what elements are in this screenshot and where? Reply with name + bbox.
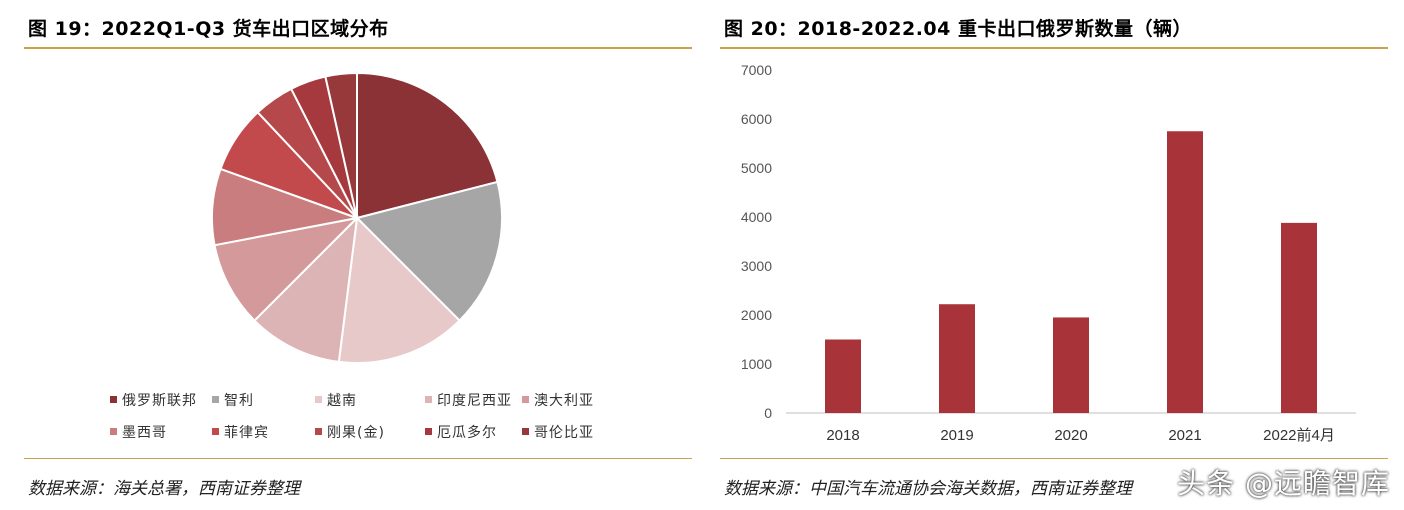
x-tick-label: 2021: [1168, 427, 1201, 444]
bar-chart: 0 1000 2000 3000 4000 5000 6000 7000 2018 2019 202…: [741, 62, 1356, 444]
pie-slice-2: [337, 215, 461, 364]
legend-swatch: [425, 428, 432, 435]
legend-item: 智利: [212, 390, 254, 410]
legend-label: 刚果(金): [327, 425, 385, 441]
legend-swatch: [212, 428, 219, 435]
y-tick-label: 1000: [741, 356, 772, 372]
legend-swatch: [522, 428, 529, 435]
y-tick-label: 0: [764, 405, 772, 421]
top-rule: [24, 47, 692, 49]
legend-label: 智利: [224, 393, 254, 409]
bar-2020: [1053, 317, 1089, 413]
y-tick-label: 5000: [741, 160, 772, 176]
top-rule: [720, 47, 1388, 49]
y-tick-label: 7000: [741, 62, 772, 78]
legend-swatch: [212, 396, 219, 403]
pie-source-note: 数据来源：海关总署，西南证券整理: [28, 479, 300, 499]
legend-item: 越南: [315, 390, 357, 410]
left-panel: 图 19：2022Q1-Q3 货车出口区域分布 俄罗斯联邦 智利 越南 印度尼西亚 澳大…: [24, 0, 692, 510]
legend-label: 菲律宾: [224, 425, 269, 441]
legend-item: 厄瓜多尔: [425, 422, 497, 442]
legend-label: 墨西哥: [122, 425, 167, 441]
legend-item: 哥伦比亚: [522, 422, 594, 442]
legend-item: 刚果(金): [315, 422, 385, 442]
legend-item: 俄罗斯联邦: [110, 390, 197, 410]
y-tick-label: 4000: [741, 209, 772, 225]
legend-label: 越南: [327, 393, 357, 409]
legend-label: 厄瓜多尔: [437, 425, 497, 441]
pie-slice-4: [213, 216, 361, 322]
bottom-rule: [720, 458, 1388, 459]
legend-swatch: [425, 396, 432, 403]
y-tick-label: 3000: [741, 258, 772, 274]
legend-swatch: [110, 396, 117, 403]
x-tick-label: 2018: [826, 427, 859, 444]
legend-item: 菲律宾: [212, 422, 269, 442]
bar-2021: [1167, 131, 1203, 413]
y-tick-label: 6000: [741, 111, 772, 127]
x-tick-label: 2019: [940, 427, 973, 444]
y-tick-label: 2000: [741, 307, 772, 323]
legend-label: 印度尼西亚: [437, 393, 512, 409]
legend-item: 澳大利亚: [522, 390, 594, 410]
pie-chart: [211, 71, 503, 364]
legend-swatch: [315, 396, 322, 403]
legend-swatch: [522, 396, 529, 403]
x-tick-label: 2020: [1054, 427, 1087, 444]
bar-2019: [939, 304, 975, 413]
bottom-rule: [24, 458, 692, 459]
x-tick-label: 2022前4月: [1263, 427, 1335, 444]
right-panel: 图 20：2018-2022.04 重卡出口俄罗斯数量（辆） 0 1000 2000…: [720, 0, 1388, 510]
bar-source-note: 数据来源：中国汽车流通协会海关数据，西南证券整理: [724, 479, 1132, 499]
legend-item: 墨西哥: [110, 422, 167, 442]
pie-slice-3: [253, 215, 359, 363]
legend-swatch: [110, 428, 117, 435]
bar-2022前4月: [1281, 222, 1317, 413]
watermark: 头条 @远瞻智库: [1177, 467, 1390, 500]
legend-label: 哥伦比亚: [534, 425, 594, 441]
pie-slice-9: [324, 71, 358, 219]
legend-label: 俄罗斯联邦: [122, 393, 197, 409]
bar-2018: [825, 339, 861, 413]
legend-label: 澳大利亚: [534, 393, 594, 409]
pie-slice-0: [356, 71, 499, 220]
bar-chart-title: 图 20：2018-2022.04 重卡出口俄罗斯数量（辆）: [724, 18, 1192, 40]
pie-slice-1: [355, 180, 503, 322]
pie-chart-title: 图 19：2022Q1-Q3 货车出口区域分布: [28, 18, 389, 40]
legend-swatch: [315, 428, 322, 435]
legend-item: 印度尼西亚: [425, 390, 512, 410]
